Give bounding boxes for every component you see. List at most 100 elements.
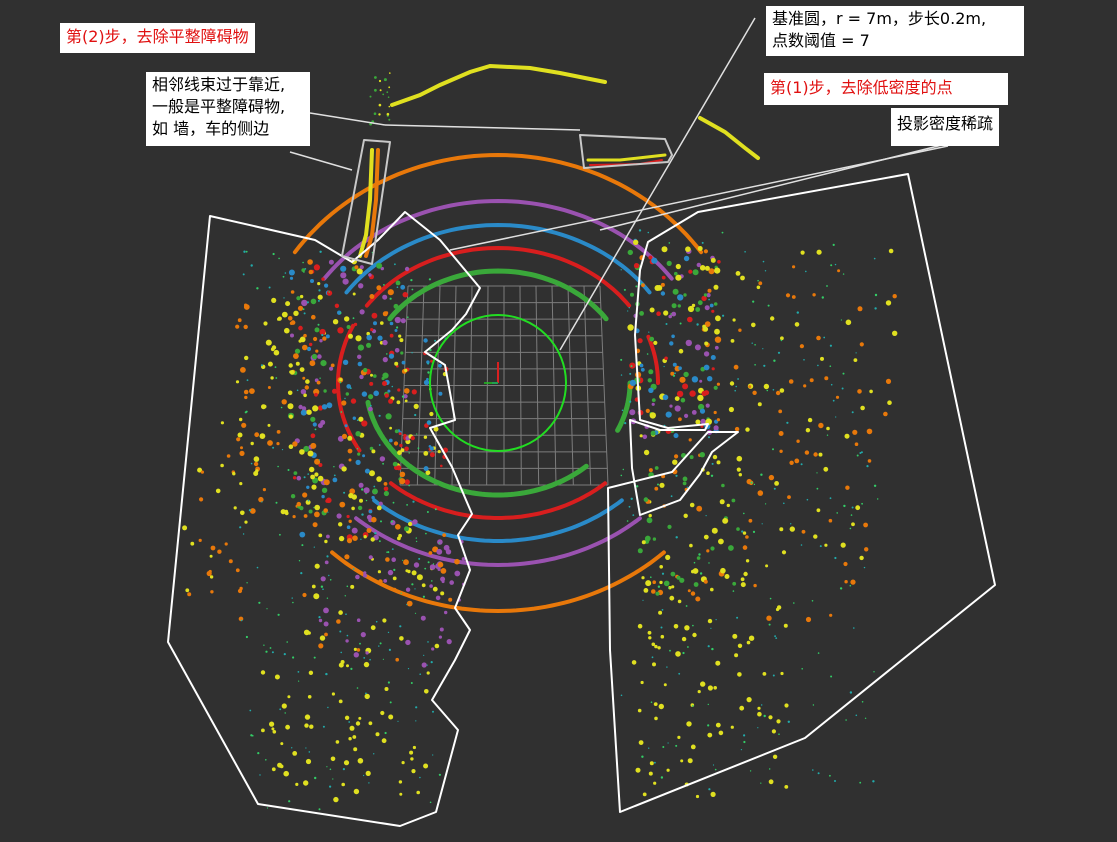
- point: [752, 390, 757, 395]
- point: [400, 318, 406, 324]
- point: [378, 113, 381, 116]
- point: [233, 506, 237, 510]
- point: [643, 449, 650, 456]
- point: [243, 324, 248, 330]
- point: [348, 737, 352, 741]
- point: [874, 307, 877, 310]
- point: [699, 379, 703, 383]
- point: [660, 776, 664, 779]
- point: [715, 619, 717, 621]
- point: [292, 476, 297, 480]
- point: [235, 324, 240, 329]
- point: [404, 446, 409, 452]
- point: [676, 390, 684, 398]
- point: [368, 406, 373, 412]
- point: [240, 367, 246, 373]
- point: [254, 432, 260, 438]
- point: [364, 468, 370, 474]
- point: [627, 249, 633, 256]
- point: [658, 610, 663, 615]
- point: [700, 418, 706, 424]
- point: [321, 277, 325, 281]
- point: [311, 314, 316, 320]
- point: [199, 497, 204, 502]
- point: [383, 482, 388, 486]
- point: [423, 451, 429, 456]
- point: [873, 257, 876, 260]
- point: [352, 317, 355, 320]
- point: [672, 374, 676, 377]
- point: [800, 544, 803, 546]
- point: [419, 673, 422, 675]
- point: [282, 275, 285, 278]
- point: [772, 754, 778, 759]
- point: [640, 367, 645, 372]
- point: [675, 536, 678, 539]
- point: [632, 514, 635, 516]
- point: [668, 242, 671, 244]
- point: [272, 252, 275, 256]
- point: [309, 360, 316, 367]
- point: [281, 449, 284, 451]
- point: [355, 431, 361, 437]
- point: [359, 374, 364, 380]
- point: [718, 730, 724, 736]
- grid-line-v: [583, 285, 592, 486]
- point: [310, 433, 316, 439]
- point: [820, 356, 824, 361]
- point: [818, 422, 824, 429]
- right-region-outline: [607, 173, 996, 813]
- point: [703, 293, 708, 297]
- point: [718, 538, 724, 545]
- point: [816, 508, 821, 513]
- point: [378, 444, 381, 446]
- point: [311, 584, 316, 589]
- point: [307, 631, 311, 635]
- point: [731, 498, 736, 503]
- point: [887, 400, 892, 406]
- point: [630, 292, 634, 297]
- point: [409, 750, 414, 755]
- point: [461, 557, 466, 561]
- point: [389, 701, 392, 704]
- point: [751, 342, 753, 344]
- point: [649, 307, 655, 313]
- point: [416, 433, 418, 435]
- point: [242, 533, 245, 535]
- point: [307, 450, 314, 457]
- point: [707, 376, 713, 382]
- point: [326, 402, 333, 409]
- point: [368, 273, 372, 277]
- point: [376, 505, 382, 511]
- point: [637, 548, 643, 554]
- point: [314, 392, 318, 397]
- point: [345, 639, 349, 643]
- point: [317, 323, 320, 326]
- point: [365, 651, 369, 655]
- point: [336, 619, 341, 624]
- point: [740, 582, 746, 588]
- region-outlines: [167, 134, 996, 827]
- point: [860, 405, 865, 411]
- point: [793, 602, 795, 604]
- point: [366, 331, 371, 336]
- point: [353, 647, 357, 652]
- point: [377, 570, 381, 574]
- point: [780, 336, 784, 341]
- point: [325, 672, 328, 676]
- point: [414, 612, 417, 614]
- point: [674, 454, 679, 459]
- point: [440, 576, 446, 582]
- point: [342, 278, 349, 285]
- ring-green-left-low: [394, 452, 435, 483]
- point: [403, 559, 409, 566]
- point: [313, 507, 315, 509]
- point: [394, 429, 399, 434]
- point: [681, 636, 687, 642]
- point: [623, 288, 626, 291]
- point: [304, 268, 307, 270]
- point: [639, 363, 644, 368]
- point: [809, 378, 814, 383]
- point: [244, 395, 248, 400]
